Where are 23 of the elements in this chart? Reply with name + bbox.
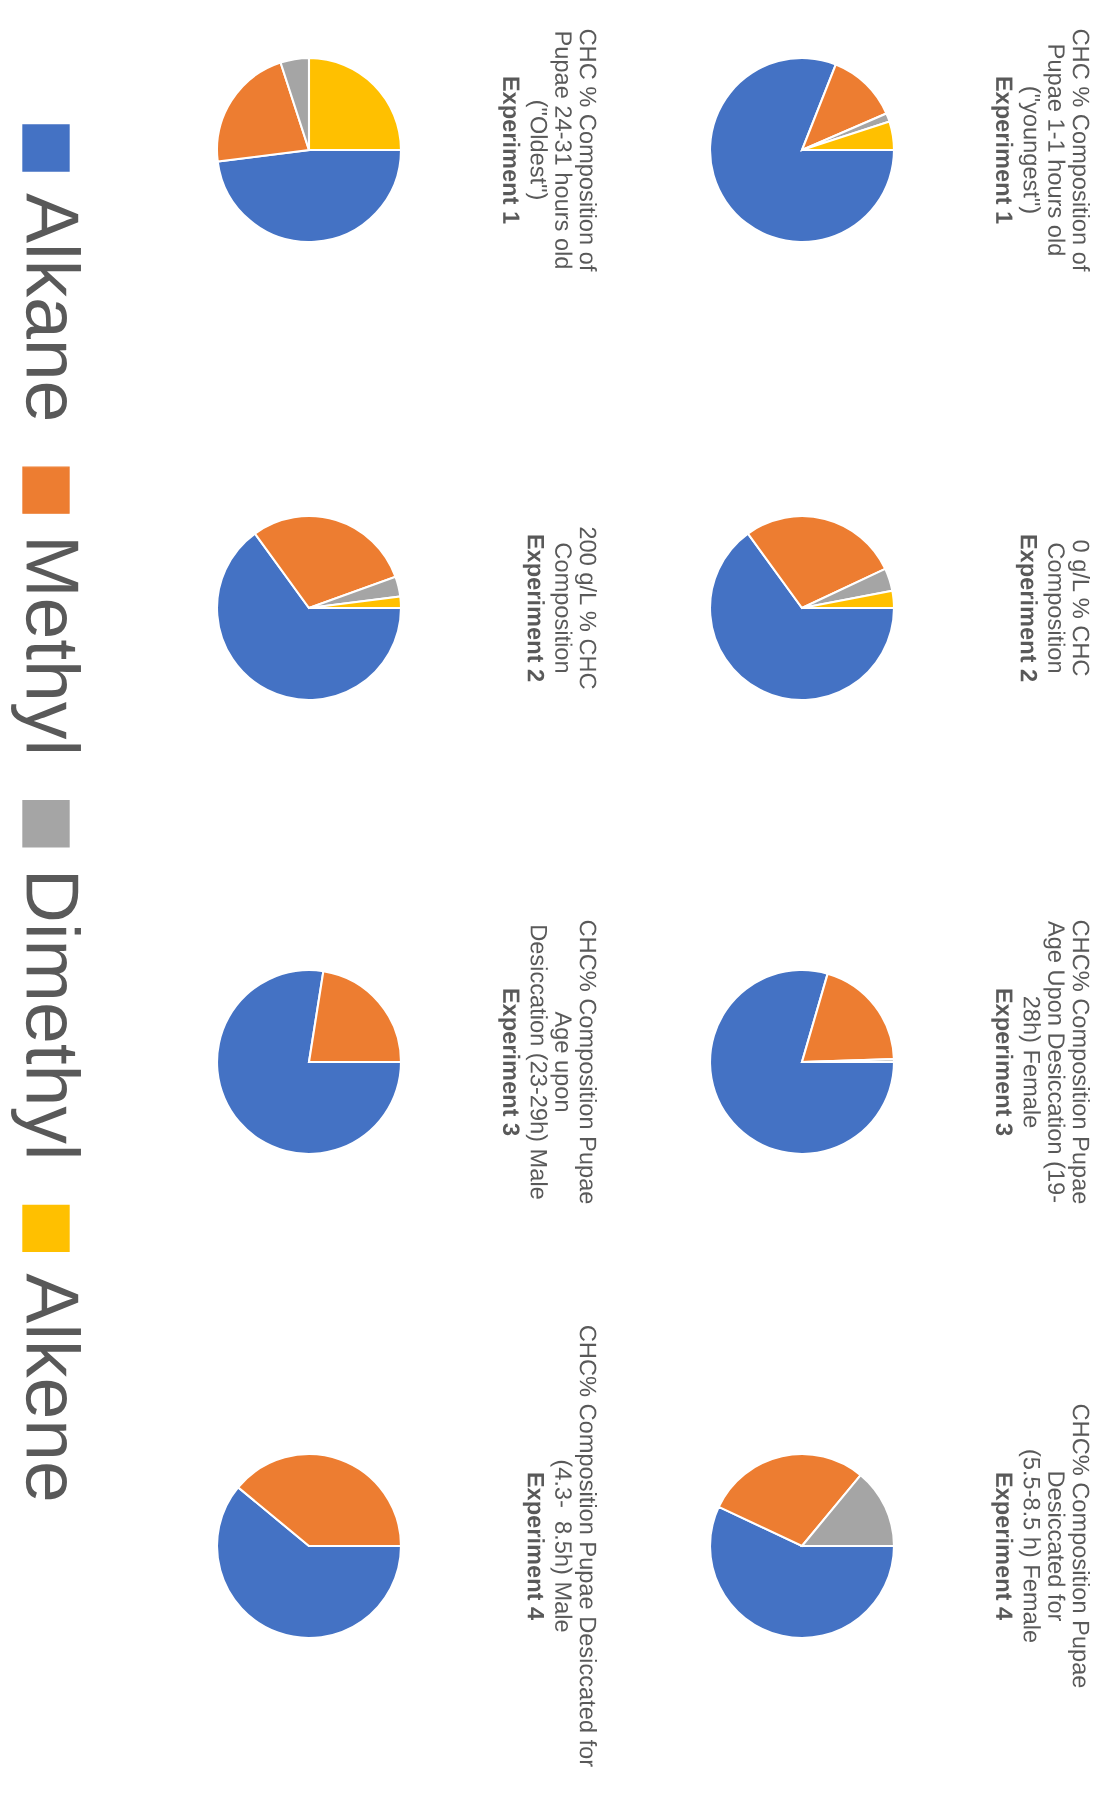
text: CHC % Composition of Pupae 24-31 hours old ("Oldest") [525,29,597,272]
pie-slice [708,56,896,244]
legend-label: Alkene [25,1273,81,1500]
text: Experiment 3 [498,989,521,1136]
text: CHC% Composition Pupae Age upon Desiccation (23-29h) Male [525,920,597,1204]
text: CHC% Composition Pupae Desiccated for (4.3- 8.5h) Male [550,1326,597,1767]
text: Experiment 2 [1015,535,1038,682]
text: Experiment 1 [498,77,521,224]
text: CHC% Composition Pupae Desiccated for (5.5-8.5 h) Female [1018,1404,1090,1688]
text: 0 g/L % CHC Composition [1043,540,1090,676]
text: Experiment 1 [991,77,1014,224]
text: Experiment 4 [522,1473,545,1621]
text: Experiment 4 [991,1473,1014,1621]
text: Experiment 3 [991,989,1014,1136]
text: 200 g/L % CHC Composition [550,527,597,689]
pie-slice [215,968,403,1156]
text: CHC% Composition Pupae Age Upon Desiccation (19- 28h) Female [1018,920,1090,1204]
text: Experiment 2 [522,535,545,682]
text: CHC % Composition of Pupae 1-1 hours old ("youngest") [1018,29,1090,272]
legend-label: Methyl [11,541,81,752]
legend-label: Dimethyl [11,874,81,1156]
pie-slice [708,968,896,1156]
legend-label: Alkane [25,193,81,419]
